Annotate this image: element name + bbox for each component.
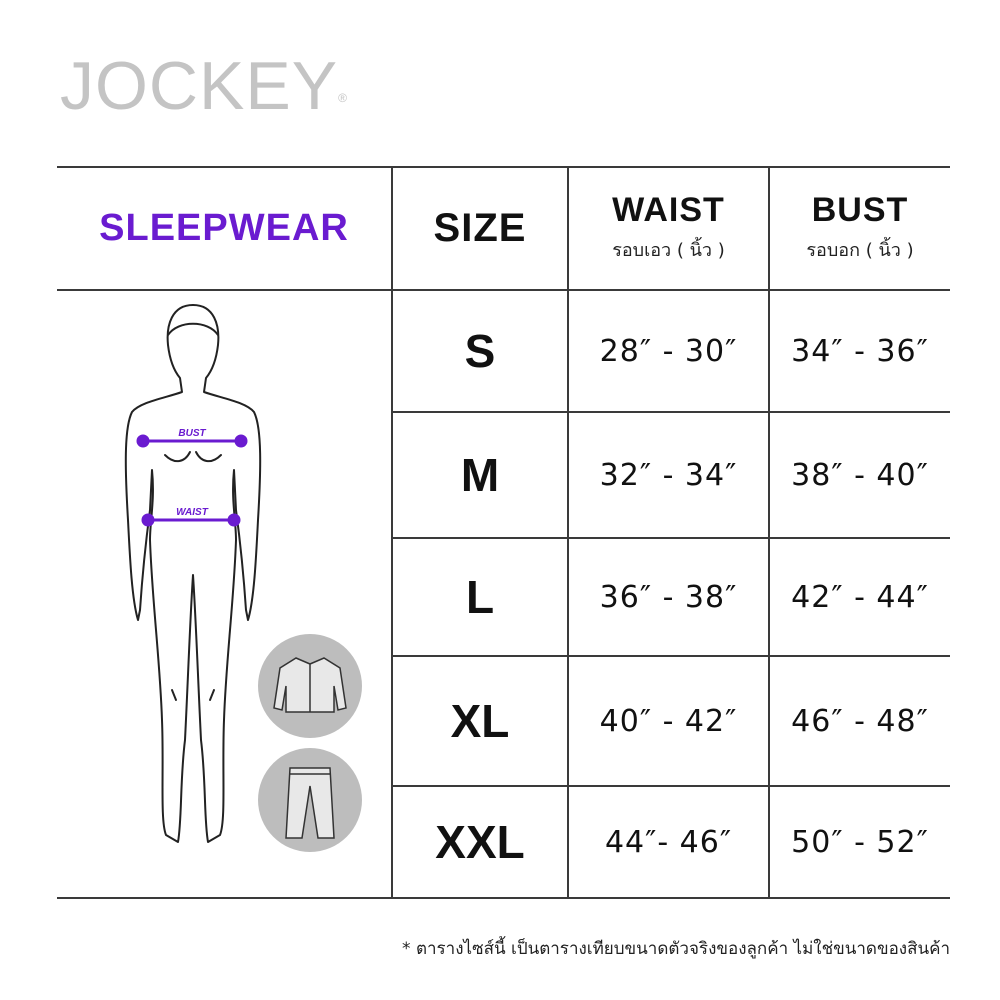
footnote: * ตารางไซส์นี้ เป็นตารางเทียบขนาดตัวจริง… xyxy=(402,939,950,959)
table-cell-bust: 34″ - 36″ xyxy=(770,291,950,411)
header-waist: WAIST รอบเอว ( นิ้ว ) xyxy=(569,168,768,289)
header-waist-sub: รอบเอว ( นิ้ว ) xyxy=(612,240,725,261)
bust-value: 46″ - 48″ xyxy=(791,703,929,739)
table-cell-bust: 42″ - 44″ xyxy=(770,539,950,655)
jockey-logo: JOCKEY® xyxy=(60,48,348,124)
header-bust-label: BUST xyxy=(811,191,909,229)
table-cell-waist: 40″ - 42″ xyxy=(569,657,768,785)
header-size-label: SIZE xyxy=(433,206,527,250)
divider xyxy=(567,166,569,899)
size-value: XL xyxy=(450,695,510,747)
header-bust: BUST รอบอก ( นิ้ว ) xyxy=(770,168,950,289)
table-cell-bust: 50″ - 52″ xyxy=(770,787,950,897)
table-cell-bust: 46″ - 48″ xyxy=(770,657,950,785)
size-value: XXL xyxy=(435,816,525,868)
divider xyxy=(57,897,950,899)
header-waist-label: WAIST xyxy=(612,191,725,229)
bust-value: 42″ - 44″ xyxy=(791,579,929,615)
table-cell-waist: 28″ - 30″ xyxy=(569,291,768,411)
size-value: M xyxy=(460,449,500,501)
bust-label: BUST xyxy=(178,428,206,439)
header-bust-sub: รอบอก ( นิ้ว ) xyxy=(806,240,914,261)
table-cell-size: M xyxy=(393,413,567,537)
size-value: L xyxy=(465,571,495,623)
divider xyxy=(392,655,950,657)
bust-value: 50″ - 52″ xyxy=(791,824,929,860)
divider xyxy=(768,166,770,899)
table-cell-waist: 36″ - 38″ xyxy=(569,539,768,655)
table-cell-size: XXL xyxy=(393,787,567,897)
table-cell-waist: 32″ - 34″ xyxy=(569,413,768,537)
table-cell-bust: 38″ - 40″ xyxy=(770,413,950,537)
waist-value: 36″ - 38″ xyxy=(599,579,738,615)
table-cell-size: L xyxy=(393,539,567,655)
table-cell-size: S xyxy=(393,291,567,411)
shirt-icon xyxy=(258,634,362,738)
pants-icon xyxy=(258,748,362,852)
divider xyxy=(57,166,950,168)
size-value: S xyxy=(464,325,496,377)
waist-value: 32″ - 34″ xyxy=(599,457,738,493)
waist-value: 40″ - 42″ xyxy=(599,703,738,739)
divider xyxy=(392,411,950,413)
waist-value: 44″- 46″ xyxy=(604,824,733,860)
category-title: SLEEPWEAR xyxy=(99,207,349,249)
bust-value: 34″ - 36″ xyxy=(791,333,929,369)
waist-label: WAIST xyxy=(176,507,209,518)
bust-value: 38″ - 40″ xyxy=(791,457,929,493)
table-cell-size: XL xyxy=(393,657,567,785)
header-size: SIZE xyxy=(393,168,567,289)
category-cell: SLEEPWEAR xyxy=(57,168,391,289)
divider xyxy=(57,289,950,291)
divider xyxy=(392,537,950,539)
divider xyxy=(391,166,393,899)
waist-value: 28″ - 30″ xyxy=(599,333,738,369)
divider xyxy=(392,785,950,787)
table-cell-waist: 44″- 46″ xyxy=(569,787,768,897)
